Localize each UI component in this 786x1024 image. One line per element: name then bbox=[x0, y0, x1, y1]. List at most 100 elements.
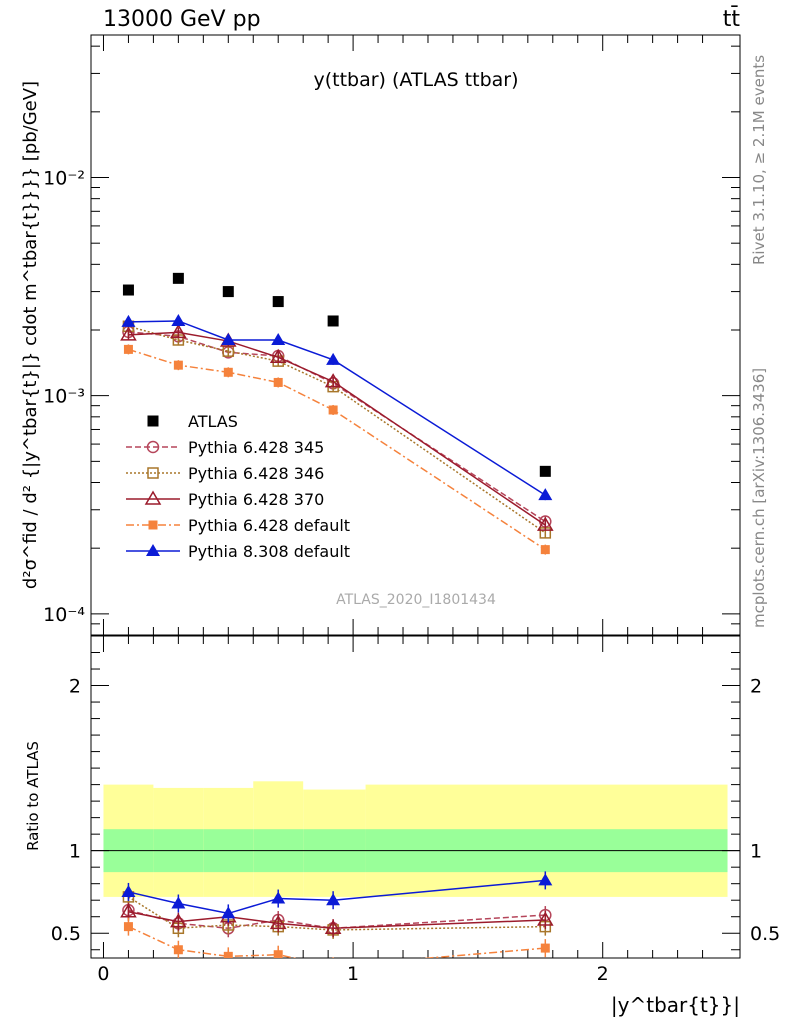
ratio-series-line bbox=[128, 896, 546, 931]
data-point bbox=[328, 405, 338, 415]
ratio-series bbox=[120, 871, 554, 971]
legend-marker bbox=[147, 467, 159, 479]
main-frame bbox=[90, 34, 741, 636]
main-y-axis-label: d²σ^fid / d² {|y^tbar{t}|} cdot m^tbar{t… bbox=[20, 81, 41, 589]
legend-marker bbox=[144, 490, 162, 505]
series-line bbox=[128, 331, 546, 526]
ratio-series-line bbox=[128, 879, 546, 915]
legend-entry: ATLAS bbox=[147, 412, 238, 431]
ratio-y-tick-label-right: 0.5 bbox=[750, 923, 780, 945]
legend-marker bbox=[148, 520, 158, 530]
main-title: y(ttbar) (ATLAS ttbar) bbox=[313, 69, 518, 91]
series-line bbox=[128, 325, 546, 534]
ratio-y-tick-label-right: 1 bbox=[750, 841, 762, 863]
x-tick-label: 1 bbox=[347, 963, 359, 985]
data-point bbox=[121, 314, 136, 327]
ratio-data-point bbox=[540, 943, 550, 953]
main-axes: 10⁻⁴ 10⁻³ 10⁻² bbox=[43, 35, 740, 636]
series-pythia-8-308-default bbox=[121, 313, 553, 501]
data-point bbox=[326, 352, 341, 365]
ratio-series-line bbox=[128, 911, 546, 930]
main-y-tick-label: 10⁻³ bbox=[43, 386, 85, 408]
series-line bbox=[128, 320, 546, 496]
data-point bbox=[327, 315, 339, 327]
ratio-y-tick-label-right: 2 bbox=[750, 676, 762, 698]
legend-entry: Pythia 6.428 370 bbox=[126, 490, 324, 509]
rivet-label: Rivet 3.1.10, ≥ 2.1M events bbox=[750, 55, 768, 265]
ratio-panel: 0.5 0.5 1 1 2 2 0 1 2 Ratio to ATLAS |y^tbar{t}}… bbox=[24, 635, 780, 1017]
x-tick-label: 0 bbox=[97, 963, 109, 985]
data-point bbox=[539, 465, 551, 477]
data-point bbox=[324, 373, 342, 388]
data-point bbox=[122, 284, 134, 296]
process-label: tt̄ bbox=[723, 6, 741, 32]
ratio-y-tick-label: 1 bbox=[69, 841, 81, 863]
data-point bbox=[536, 516, 554, 531]
ratio-data-point bbox=[273, 950, 283, 958]
ratio-series-line bbox=[128, 925, 546, 958]
ratio-series-line bbox=[128, 909, 546, 930]
ratio-data-point bbox=[120, 903, 137, 918]
series-pythia-6-428-default bbox=[123, 344, 550, 555]
legend-label: Pythia 6.428 346 bbox=[188, 464, 324, 483]
ratio-data-point bbox=[324, 919, 342, 935]
legend-entry: Pythia 6.428 346 bbox=[126, 464, 324, 483]
ratio-y-tick-label: 0.5 bbox=[51, 923, 81, 945]
data-point bbox=[272, 296, 284, 308]
x-tick-label: 2 bbox=[597, 963, 609, 985]
main-series bbox=[120, 272, 554, 555]
ratio-axes: 0.5 0.5 1 1 2 2 0 1 2 bbox=[51, 636, 780, 985]
data-point bbox=[172, 272, 184, 284]
mcplots-label: mcplots.cern.ch [arXiv:1306.3436] bbox=[750, 368, 768, 628]
series-pythia-6-428-370 bbox=[120, 323, 554, 531]
legend-label: Pythia 8.308 default bbox=[188, 542, 350, 561]
ratio-series-pythia-6-428-370 bbox=[120, 902, 554, 938]
legend-entry: Pythia 8.308 default bbox=[126, 542, 350, 561]
data-point bbox=[540, 545, 550, 555]
legend-label: ATLAS bbox=[188, 412, 238, 431]
legend-label: Pythia 6.428 345 bbox=[188, 438, 324, 457]
legend-label: Pythia 6.428 default bbox=[188, 516, 350, 535]
ratio-bands bbox=[91, 781, 740, 897]
legend-marker bbox=[147, 415, 159, 427]
main-y-tick-label: 10⁻² bbox=[43, 168, 85, 190]
ratio-series-pythia-8-308-default bbox=[121, 871, 553, 923]
data-point bbox=[170, 323, 187, 339]
ratio-series-pythia-6-428-345 bbox=[122, 901, 552, 938]
ratio-data-point bbox=[326, 893, 341, 906]
data-point bbox=[171, 313, 186, 326]
legend-marker bbox=[146, 544, 160, 556]
ratio-data-point bbox=[271, 891, 286, 904]
series-line bbox=[128, 348, 546, 551]
x-axis-label: |y^tbar{t}}| bbox=[611, 993, 740, 1017]
legend-entry: Pythia 6.428 default bbox=[126, 516, 350, 535]
data-point bbox=[269, 348, 287, 364]
ratio-data-point bbox=[223, 951, 233, 958]
ratio-data-point bbox=[171, 896, 186, 909]
legend-marker bbox=[146, 440, 160, 454]
ratio-y-axis-label: Ratio to ATLAS bbox=[24, 741, 42, 851]
main-panel: y(ttbar) (ATLAS ttbar) ATLAS_2020_I18014… bbox=[20, 34, 741, 636]
data-point bbox=[222, 286, 234, 298]
data-point bbox=[123, 344, 133, 354]
legend: ATLAS Pythia 6.428 345 Pythia 6.428 346 Pyt… bbox=[126, 412, 350, 561]
data-point bbox=[223, 367, 233, 377]
ratio-data-point bbox=[269, 914, 287, 930]
ratio-data-point bbox=[536, 911, 554, 926]
data-point bbox=[120, 326, 137, 341]
ratio-data-point bbox=[538, 873, 553, 886]
analysis-watermark: ATLAS_2020_I1801434 bbox=[336, 592, 496, 608]
ratio-data-point bbox=[121, 884, 136, 897]
data-point bbox=[538, 488, 553, 501]
energy-label: 13000 GeV pp bbox=[103, 7, 261, 32]
ratio-series-pythia-6-428-default bbox=[123, 917, 550, 971]
ratio-data-point bbox=[329, 962, 338, 971]
data-point bbox=[173, 360, 183, 370]
legend-entry: Pythia 6.428 345 bbox=[126, 438, 324, 457]
data-point bbox=[273, 377, 283, 387]
series-atlas bbox=[122, 272, 551, 477]
ratio-data-point bbox=[170, 913, 187, 928]
ratio-data-point bbox=[221, 906, 236, 919]
ratio-data-point bbox=[173, 945, 183, 955]
